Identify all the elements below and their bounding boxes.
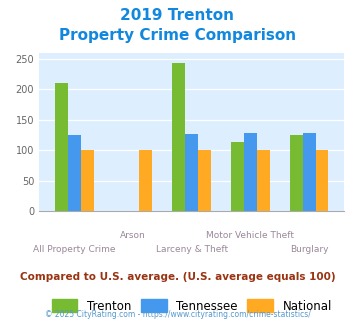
Bar [55, 83, 68, 211]
Bar [81, 150, 94, 211]
Text: Motor Vehicle Theft: Motor Vehicle Theft [206, 231, 294, 240]
Bar [198, 150, 211, 211]
Bar [172, 63, 185, 211]
Bar [303, 133, 316, 211]
Text: All Property Crime: All Property Crime [33, 245, 115, 253]
Bar [185, 134, 198, 211]
Text: Property Crime Comparison: Property Crime Comparison [59, 28, 296, 43]
Bar [257, 150, 270, 211]
Legend: Trenton, Tennessee, National: Trenton, Tennessee, National [51, 299, 332, 313]
Text: Burglary: Burglary [290, 245, 328, 253]
Text: 2019 Trenton: 2019 Trenton [120, 8, 235, 23]
Bar [316, 150, 328, 211]
Bar [140, 150, 152, 211]
Bar [231, 142, 244, 211]
Text: Arson: Arson [120, 231, 146, 240]
Bar [290, 135, 303, 211]
Text: Larceny & Theft: Larceny & Theft [155, 245, 228, 253]
Text: © 2025 CityRating.com - https://www.cityrating.com/crime-statistics/: © 2025 CityRating.com - https://www.city… [45, 310, 310, 319]
Text: Compared to U.S. average. (U.S. average equals 100): Compared to U.S. average. (U.S. average … [20, 272, 335, 282]
Bar [244, 133, 257, 211]
Bar [68, 135, 81, 211]
